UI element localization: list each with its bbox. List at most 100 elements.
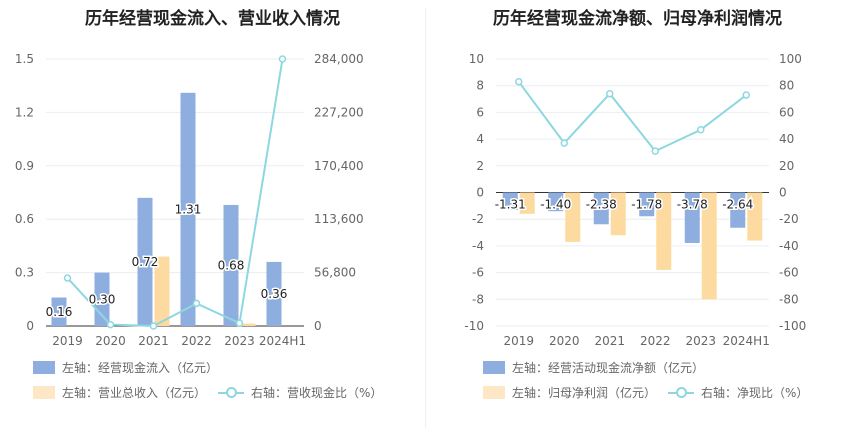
bar--2020	[548, 192, 564, 212]
legend-item-net-cashflow[interactable]: 左轴：经营活动现金流净额（亿元）	[483, 359, 704, 376]
ratio-point-2019	[515, 77, 523, 86]
bar-secondary-2022	[656, 192, 672, 270]
x-tick-label: 2020	[549, 334, 580, 348]
y-right-tick-label: -100	[779, 319, 806, 333]
x-tick-label: 2021	[138, 334, 169, 348]
y-left-tick-label: -8	[472, 292, 484, 306]
ratio-point-2020	[106, 320, 115, 329]
bar--2019	[51, 297, 67, 326]
y-left-tick-label: 0.6	[15, 212, 34, 226]
bar--2023	[684, 192, 700, 243]
ratio-point-2024H1	[278, 55, 287, 63]
y-left-tick-label: -6	[472, 266, 484, 280]
y-right-tick-label: 56,800	[314, 266, 356, 280]
ratio-point-2019	[63, 274, 72, 282]
legend-item-net-cash-ratio[interactable]: 右轴：净现比（%）	[668, 384, 808, 401]
bar-data-label: 0.72	[132, 255, 159, 269]
bar-data-label: 0.30	[89, 292, 116, 306]
y-right-tick-label: 20	[779, 159, 794, 173]
ratio-point-2022	[651, 147, 659, 155]
chart-title: 历年经营现金流净额、归母净利润情况	[493, 9, 782, 29]
legend-item-cash-inflow[interactable]: 左轴：经营现金流入（亿元）	[33, 359, 218, 376]
y-right-tick-label: -20	[779, 212, 799, 226]
ratio-point-2023	[235, 319, 244, 327]
bar-data-label: -2.64	[722, 198, 753, 212]
ratio-point-2024H1	[742, 91, 750, 99]
y-left-tick-label: -2	[472, 212, 484, 226]
x-tick-label: 2020	[95, 334, 126, 348]
x-tick-label: 2022	[640, 334, 671, 348]
bar-secondary-2023	[701, 192, 717, 300]
legend-swatch	[483, 361, 505, 374]
netcash-profit-chart: -10-8-6-4-20246810-100-80-60-40-20020406…	[464, 52, 806, 348]
bar-secondary-2021	[154, 256, 170, 326]
bar-data-label: 0.16	[46, 305, 73, 319]
panel-divider	[425, 8, 426, 428]
legend-label: 左轴：归母净利润（亿元）	[512, 386, 657, 400]
bar-data-label: -1.78	[631, 198, 662, 212]
legend-swatch	[33, 361, 55, 374]
bar--2023	[223, 204, 239, 326]
x-tick-label: 2023	[685, 334, 716, 348]
y-right-tick-label: 113,600	[314, 212, 364, 226]
y-right-tick-label: 0	[314, 319, 322, 333]
bar--2024H1	[730, 192, 746, 228]
netcash-profit-chart-panel: 历年经营现金流净额、归母净利润情况 -10 -8 -6 -4 -2 0 2 4 6 8 10 -100…	[425, 0, 850, 437]
x-tick-label: 2024H1	[723, 334, 770, 348]
chart-title: 历年经营现金流入、营业收入情况	[85, 9, 340, 29]
bar--2022	[180, 92, 196, 326]
bar--2022	[639, 192, 655, 217]
ratio-line	[517, 81, 747, 153]
ratio-point-2020	[560, 139, 568, 147]
cashflow-revenue-chart: 0 0.3 0.6 0.9 1.2 1.5 0 56,800 113,600 170,400 227…	[15, 52, 364, 348]
y-right-tick-label: 0	[779, 186, 787, 200]
bar--2024H1	[266, 261, 282, 326]
bar-data-label: 0.36	[261, 287, 288, 301]
y-right-tick-label: -40	[779, 239, 799, 253]
y-left-tick-label: 0	[476, 186, 484, 200]
bar--2019	[502, 192, 518, 210]
bar-secondary-2020	[565, 192, 581, 242]
ratio-line	[66, 58, 284, 328]
y-left-tick-label: 2	[476, 159, 484, 173]
bar-secondary-2024H1	[747, 192, 763, 241]
ratio-point-2023	[697, 126, 705, 134]
legend-label: 右轴：净现比（%）	[701, 386, 809, 400]
y-left-tick-label: 10	[469, 52, 484, 66]
legend-item-revenue[interactable]: 左轴：营业总收入（亿元）	[33, 384, 206, 401]
bar-secondary-2019	[519, 192, 535, 214]
ratio-point-2021	[149, 322, 158, 330]
bar-data-label: -2.38	[586, 198, 617, 212]
y-right-tick-label: -60	[779, 266, 799, 280]
y-left-tick-label: 8	[476, 79, 484, 93]
y-right-tick-label: 40	[779, 132, 794, 146]
legend-label: 左轴：经营活动现金流净额（亿元）	[512, 361, 705, 375]
legend-swatch	[483, 386, 505, 399]
legend-line-icon	[668, 386, 694, 399]
x-tick-label: 2021	[594, 334, 625, 348]
ratio-point-2021	[606, 89, 614, 98]
legend-label: 左轴：经营现金流入（亿元）	[62, 361, 219, 375]
y-left-tick-label: 0	[26, 319, 34, 333]
y-left-tick-label: 0.3	[15, 266, 34, 280]
bar--2021	[137, 197, 153, 326]
legend-label: 左轴：营业总收入（亿元）	[62, 386, 207, 400]
y-right-tick-label: 227,200	[314, 105, 364, 119]
y-right-tick-label: 170,400	[314, 159, 364, 173]
x-tick-label: 2019	[503, 334, 534, 348]
legend-item-revenue-cash-ratio[interactable]: 右轴：营收现金比（%）	[218, 384, 382, 401]
bar-data-label: -3.78	[677, 198, 708, 212]
legend-label: 右轴：营收现金比（%）	[251, 386, 383, 400]
x-tick-label: 2024H1	[259, 334, 306, 348]
y-right-tick-label: 60	[779, 105, 794, 119]
y-right-tick-label: 80	[779, 79, 794, 93]
x-tick-label: 2022	[181, 334, 212, 348]
legend-item-net-profit[interactable]: 左轴：归母净利润（亿元）	[483, 384, 656, 401]
y-left-tick-label: 1.2	[15, 105, 34, 119]
bar-data-label: 0.68	[218, 258, 245, 272]
bar-secondary-2023	[240, 323, 256, 326]
legend-swatch	[33, 386, 55, 399]
y-left-tick-label: 4	[476, 132, 484, 146]
bar-secondary-2021	[610, 192, 626, 236]
cashflow-revenue-chart-panel: 历年经营现金流入、营业收入情况 0 0.3 0.6 0.9 1.2 1.5 0 56,800 1…	[15, 9, 383, 401]
